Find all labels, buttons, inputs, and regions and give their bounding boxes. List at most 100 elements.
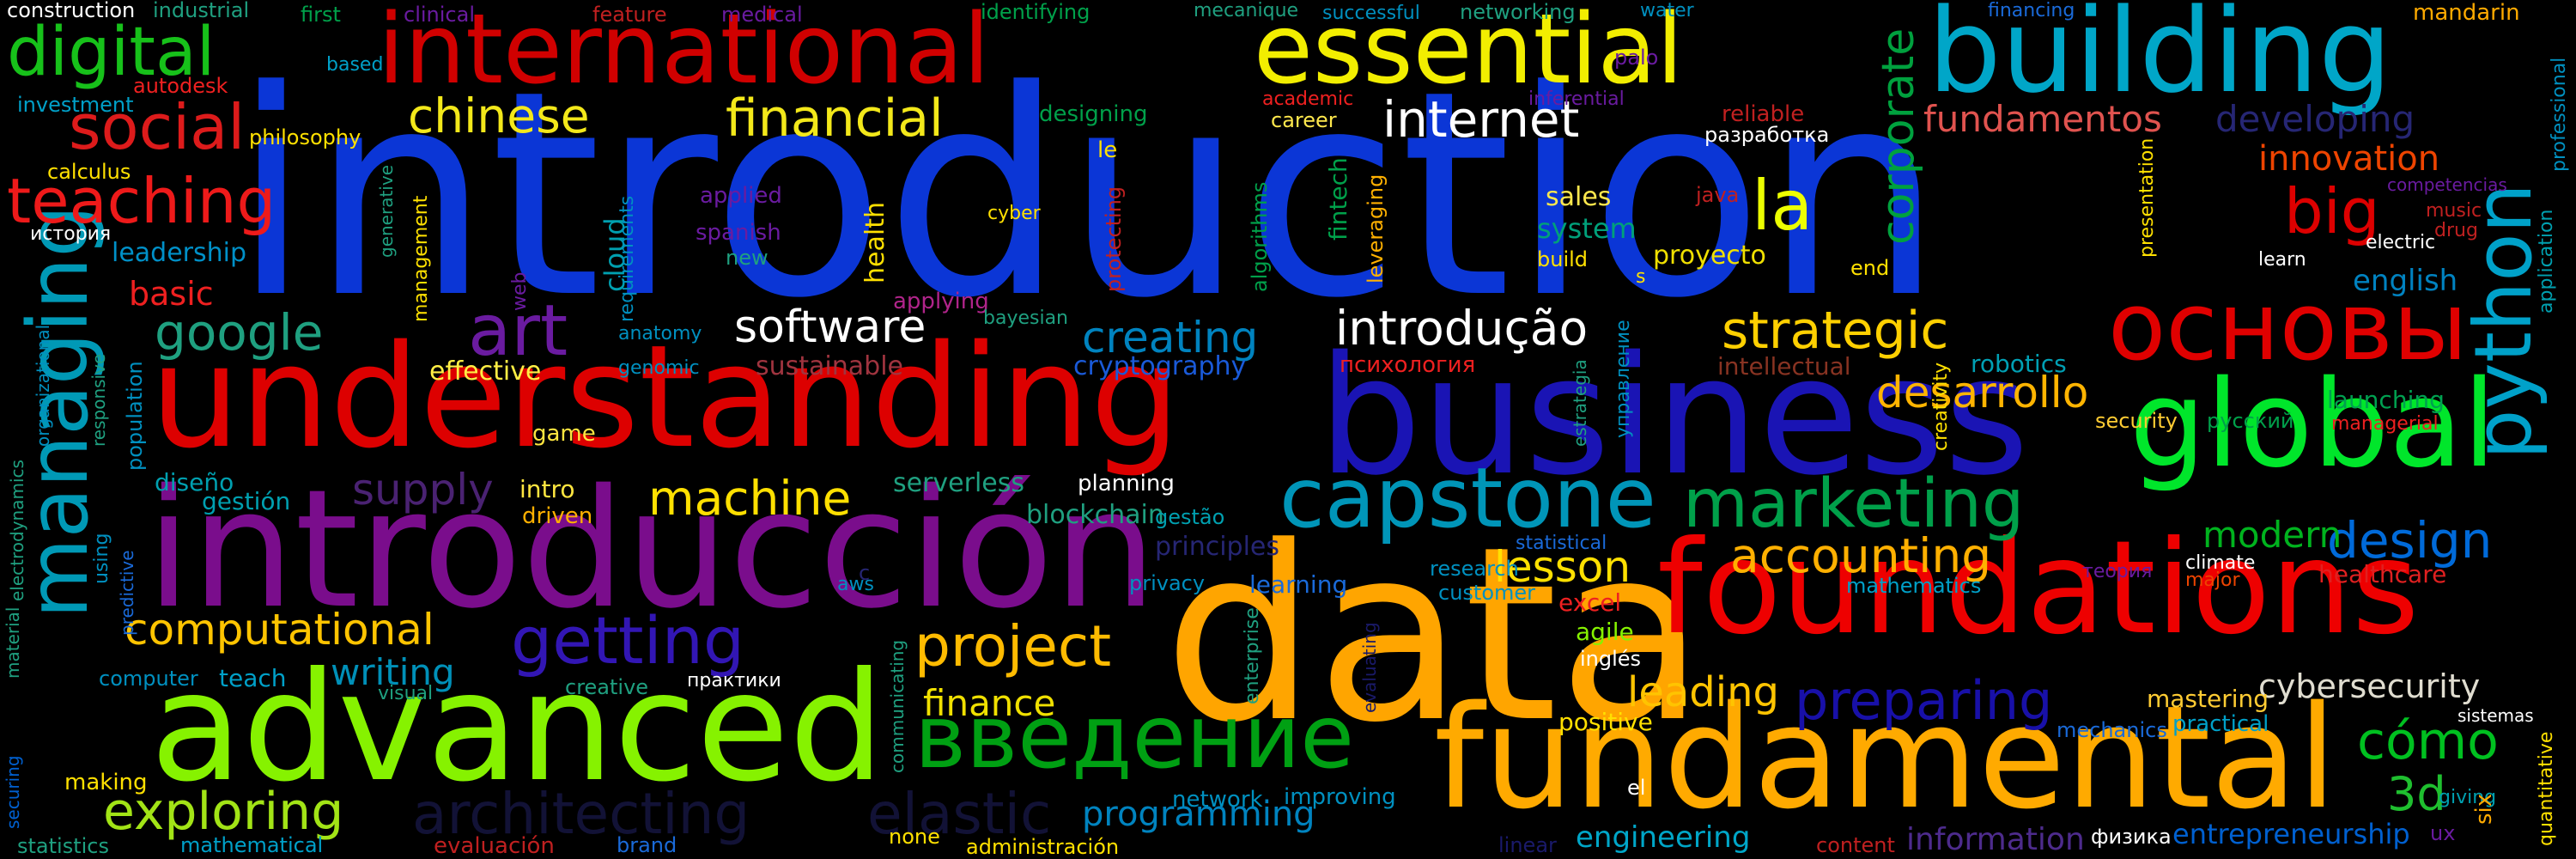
- word-la: la: [1752, 166, 1814, 246]
- word-feature: feature: [592, 3, 667, 27]
- word-serverless: serverless: [893, 468, 1025, 498]
- word-calculus: calculus: [47, 160, 131, 184]
- word-como: cómo: [2357, 711, 2499, 771]
- word-network: network: [1172, 787, 1263, 813]
- word-statistics: statistics: [17, 834, 109, 858]
- word-strategic: strategic: [1722, 301, 1949, 361]
- word-building: building: [1928, 0, 2392, 119]
- word-construction: construction: [7, 0, 136, 22]
- word-finance: finance: [923, 682, 1056, 724]
- word-mecanique: mecanique: [1194, 0, 1299, 21]
- word-gestao: gestão: [1155, 505, 1225, 529]
- word-music: music: [2426, 200, 2482, 222]
- word-basic: basic: [129, 275, 214, 313]
- word-java: java: [1696, 183, 1740, 207]
- word-academic: academic: [1262, 88, 1354, 110]
- word-mandarin: mandarin: [2413, 0, 2520, 26]
- word-application: application: [2536, 209, 2557, 314]
- word-giving: giving: [2439, 787, 2497, 808]
- word-web: web: [509, 271, 531, 312]
- word-russkiy: русский: [2207, 409, 2294, 433]
- word-intro: intro: [519, 475, 575, 503]
- word-system: system: [1537, 212, 1637, 245]
- word-aws: aws: [837, 574, 874, 595]
- word-mechanics: mechanics: [2057, 718, 2167, 742]
- word-business: business: [1318, 321, 2030, 511]
- word-evaluacion: evaluación: [434, 833, 555, 859]
- word-electrodynamics: electrodynamics: [7, 460, 27, 601]
- word-entrepreneurship: entrepreneurship: [2172, 818, 2410, 850]
- word-administracion: administración: [966, 835, 1120, 859]
- word-driven: driven: [522, 503, 593, 529]
- word-based: based: [326, 54, 384, 76]
- word-leading: leading: [1627, 668, 1779, 716]
- word-principles: principles: [1155, 532, 1280, 562]
- word-sales: sales: [1546, 182, 1612, 212]
- word-marketing: marketing: [1683, 466, 2025, 543]
- word-elastic: elastic: [867, 781, 1052, 847]
- word-medical: medical: [721, 3, 803, 27]
- word-planning: planning: [1078, 471, 1175, 497]
- word-statistical: statistical: [1516, 533, 1607, 554]
- word-understanding: understanding: [150, 314, 1181, 479]
- word-innovation: innovation: [2258, 139, 2440, 179]
- word-computational: computational: [125, 605, 434, 655]
- word-anatomy: anatomy: [618, 323, 702, 344]
- word-intellectual: intellectual: [1717, 352, 1851, 381]
- word-gestion: gestión: [202, 487, 291, 515]
- word-genomic: genomic: [618, 357, 700, 379]
- word-data: data: [1163, 496, 1705, 776]
- word-global: global: [2129, 355, 2496, 495]
- word-protecting: protecting: [1102, 186, 1126, 292]
- word-advanced: advanced: [150, 641, 885, 815]
- word-research: research: [1430, 557, 1519, 581]
- word-computer: computer: [99, 667, 198, 691]
- word-lesson: lesson: [1494, 542, 1631, 592]
- word-proyecto: proyecto: [1653, 241, 1766, 271]
- word-build: build: [1537, 247, 1589, 271]
- word-introducao: introdução: [1335, 301, 1589, 356]
- word-getting: getting: [511, 602, 745, 679]
- word-financing: financing: [1988, 0, 2075, 21]
- word-c: c: [859, 561, 871, 585]
- word-excel: excel: [1558, 588, 1622, 617]
- word-autodesk: autodesk: [133, 74, 228, 98]
- word-fintech: fintech: [1324, 157, 1352, 241]
- word-ingles: inglés: [1580, 647, 1642, 671]
- word-exploring: exploring: [103, 782, 344, 842]
- word-securing: securing: [3, 755, 23, 829]
- word-teaching: teaching: [7, 165, 276, 237]
- word-architecting: architecting: [412, 781, 750, 847]
- word-generative: generative: [376, 165, 397, 258]
- word-managerial: managerial: [2331, 413, 2439, 435]
- word-practical: practical: [2172, 711, 2269, 737]
- word-enterprise: enterprise: [1242, 607, 1263, 704]
- word-professional: professional: [2549, 57, 2570, 172]
- word-teoriya: теория: [2082, 561, 2153, 582]
- word-leveraging: leveraging: [1364, 174, 1388, 283]
- word-effective: effective: [429, 356, 542, 387]
- word-game: game: [532, 421, 596, 447]
- word-clinical: clinical: [404, 3, 475, 27]
- word-istoriya: история: [30, 223, 112, 245]
- word-developing: developing: [2215, 98, 2415, 140]
- word-design: design: [2327, 511, 2493, 570]
- word-capstone: capstone: [1279, 450, 1656, 546]
- word-sistemas: sistemas: [2458, 705, 2534, 726]
- word-robotics: robotics: [1971, 350, 2067, 378]
- word-making: making: [64, 770, 148, 795]
- word-desarrollo: desarrollo: [1876, 368, 2089, 417]
- word-electric: electric: [2366, 232, 2436, 253]
- word-diseno: diseño: [155, 468, 234, 497]
- word-applied: applied: [700, 183, 782, 209]
- word-engineering: engineering: [1576, 820, 1751, 855]
- word-predictive: predictive: [117, 550, 137, 636]
- word-leadership: leadership: [112, 238, 247, 268]
- word-first: first: [301, 3, 341, 27]
- word-requirements: requirements: [617, 195, 638, 322]
- word-machine: machine: [648, 471, 852, 526]
- word-population: population: [123, 361, 147, 471]
- word-climate: climate: [2185, 552, 2256, 574]
- word-software: software: [734, 302, 927, 353]
- word-water: water: [1640, 0, 1694, 21]
